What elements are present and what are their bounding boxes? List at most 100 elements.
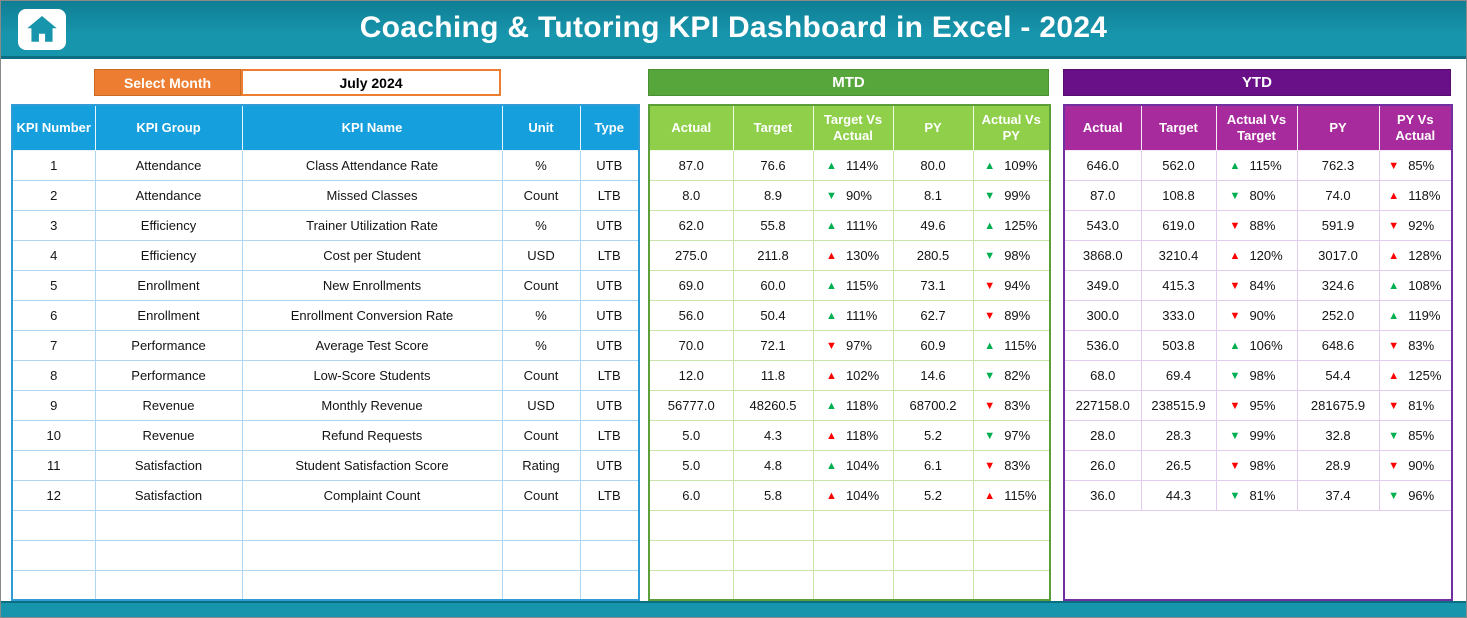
trend-down-arrow-icon: ▼ <box>984 459 996 472</box>
cell-mtd-py: 8.1 <box>892 179 974 211</box>
cell-mtd-py: 14.6 <box>892 359 974 391</box>
cell-ytd-py: 762.3 <box>1296 149 1380 181</box>
trend-percent: 125% <box>1004 218 1038 234</box>
cell-kpi-number: 7 <box>11 329 96 361</box>
cell-kpi-group: Attendance <box>94 179 243 211</box>
ytd-table-row: 26.0 26.5 ▼ 98% 28.9 ▼ 90% <box>1063 449 1453 481</box>
cell-mtd-actual: 275.0 <box>648 239 734 271</box>
empty-row <box>1063 569 1453 601</box>
cell-ytd-actual-vs-target: ▼ 90% <box>1215 299 1298 331</box>
empty-cell <box>1296 569 1380 601</box>
mtd-table-row: 5.0 4.8 ▲ 104% 6.1 ▼ 83% <box>648 449 1051 481</box>
cell-ytd-py-vs-actual: ▼ 92% <box>1378 209 1453 241</box>
empty-row <box>648 509 1051 541</box>
trend-percent: 81% <box>1249 488 1276 504</box>
trend-up-arrow-icon: ▲ <box>826 489 837 502</box>
ytd-table-row: 349.0 415.3 ▼ 84% 324.6 ▲ 108% <box>1063 269 1453 301</box>
cell-mtd-target: 211.8 <box>732 239 814 271</box>
trend-up-arrow-icon: ▲ <box>826 369 837 382</box>
trend-percent: 83% <box>1004 398 1031 414</box>
trend-percent: 95% <box>1249 398 1276 414</box>
cell-kpi-number: 2 <box>11 179 96 211</box>
trend-down-arrow-icon: ▼ <box>984 369 996 382</box>
kpi-table-row: 10 Revenue Refund Requests Count LTB <box>11 419 640 451</box>
trend-percent: 125% <box>1408 368 1442 384</box>
cell-ytd-actual: 536.0 <box>1063 329 1142 361</box>
trend-percent: 104% <box>845 488 880 504</box>
empty-cell <box>812 569 894 601</box>
cell-ytd-py: 28.9 <box>1296 449 1380 481</box>
cell-mtd-target-vs-actual: ▲ 104% <box>812 449 894 481</box>
cell-kpi-name: Low-Score Students <box>241 359 503 391</box>
mtd-table-row: 5.0 4.3 ▲ 118% 5.2 ▼ 97% <box>648 419 1051 451</box>
cell-kpi-name: Missed Classes <box>241 179 503 211</box>
empty-cell <box>892 539 974 571</box>
cell-ytd-actual: 349.0 <box>1063 269 1142 301</box>
trend-percent: 118% <box>845 398 879 414</box>
cell-ytd-actual: 646.0 <box>1063 149 1142 181</box>
empty-cell <box>1063 569 1142 601</box>
mtd-table-row: 70.0 72.1 ▼ 97% 60.9 ▲ 115% <box>648 329 1051 361</box>
cell-ytd-py-vs-actual: ▼ 96% <box>1378 479 1453 511</box>
cell-ytd-py: 32.8 <box>1296 419 1380 451</box>
mtd-header-actual-vs-py: Actual Vs PY <box>972 104 1051 151</box>
cell-mtd-py: 60.9 <box>892 329 974 361</box>
cell-ytd-py-vs-actual: ▲ 118% <box>1378 179 1453 211</box>
cell-ytd-actual-vs-target: ▼ 98% <box>1215 449 1298 481</box>
cell-mtd-actual-vs-py: ▼ 97% <box>972 419 1051 451</box>
kpi-table-row: 3 Efficiency Trainer Utilization Rate% UTB <box>11 209 640 241</box>
cell-ytd-actual-vs-target: ▼ 95% <box>1215 389 1298 421</box>
cell-ytd-actual-vs-target: ▼ 88% <box>1215 209 1298 241</box>
kpi-table-row: 9 Revenue Monthly Revenue USD UTB <box>11 389 640 421</box>
cell-ytd-py-vs-actual: ▲ 125% <box>1378 359 1453 391</box>
trend-percent: 99% <box>1004 188 1031 204</box>
empty-cell <box>241 509 503 541</box>
ytd-table: Actual Target Actual Vs Target PY PY Vs Actu… <box>1063 104 1453 601</box>
cell-kpi-number: 3 <box>11 209 96 241</box>
cell-mtd-actual-vs-py: ▼ 83% <box>972 449 1051 481</box>
ytd-table-row: 87.0 108.8 ▼ 80% 74.0 ▲ 118% <box>1063 179 1453 211</box>
trend-down-arrow-icon: ▼ <box>1229 459 1241 472</box>
cell-ytd-actual: 26.0 <box>1063 449 1142 481</box>
cell-mtd-py: 80.0 <box>892 149 974 181</box>
cell-mtd-target: 55.8 <box>732 209 814 241</box>
cell-unit: Rating <box>501 449 581 481</box>
cell-mtd-actual-vs-py: ▼ 94% <box>972 269 1051 301</box>
mtd-table-row: 6.0 5.8 ▲ 104% 5.2 ▲ 115% <box>648 479 1051 511</box>
home-button[interactable] <box>18 9 66 50</box>
trend-up-arrow-icon: ▲ <box>826 159 837 172</box>
cell-kpi-group: Attendance <box>94 149 243 181</box>
empty-cell <box>732 509 814 541</box>
cell-mtd-actual-vs-py: ▼ 83% <box>972 389 1051 421</box>
home-icon <box>27 16 57 42</box>
month-dropdown[interactable]: July 2024 <box>241 69 501 96</box>
empty-cell <box>1140 539 1217 571</box>
cell-type: LTB <box>579 419 640 451</box>
cell-mtd-target: 76.6 <box>732 149 814 181</box>
cell-unit: USD <box>501 389 581 421</box>
ytd-header-py-vs-actual: PY Vs Actual <box>1378 104 1453 151</box>
cell-kpi-group: Satisfaction <box>94 449 243 481</box>
ytd-table-row: 543.0 619.0 ▼ 88% 591.9 ▼ 92% <box>1063 209 1453 241</box>
empty-cell <box>1140 569 1217 601</box>
cell-type: UTB <box>579 389 640 421</box>
cell-ytd-actual: 227158.0 <box>1063 389 1142 421</box>
cell-ytd-actual: 87.0 <box>1063 179 1142 211</box>
cell-ytd-actual: 3868.0 <box>1063 239 1142 271</box>
mtd-header-target: Target <box>732 104 814 151</box>
trend-down-arrow-icon: ▼ <box>1388 489 1400 502</box>
cell-mtd-actual: 8.0 <box>648 179 734 211</box>
cell-mtd-target: 11.8 <box>732 359 814 391</box>
trend-down-arrow-icon: ▼ <box>1229 309 1241 322</box>
cell-type: UTB <box>579 269 640 301</box>
cell-mtd-py: 68700.2 <box>892 389 974 421</box>
cell-ytd-py-vs-actual: ▲ 119% <box>1378 299 1453 331</box>
empty-cell <box>1063 539 1142 571</box>
mtd-table-row: 12.0 11.8 ▲ 102% 14.6 ▼ 82% <box>648 359 1051 391</box>
cell-unit: % <box>501 299 581 331</box>
cell-ytd-target: 619.0 <box>1140 209 1217 241</box>
empty-cell <box>11 569 96 601</box>
cell-ytd-py-vs-actual: ▼ 85% <box>1378 149 1453 181</box>
empty-cell <box>1296 539 1380 571</box>
empty-cell <box>972 569 1051 601</box>
